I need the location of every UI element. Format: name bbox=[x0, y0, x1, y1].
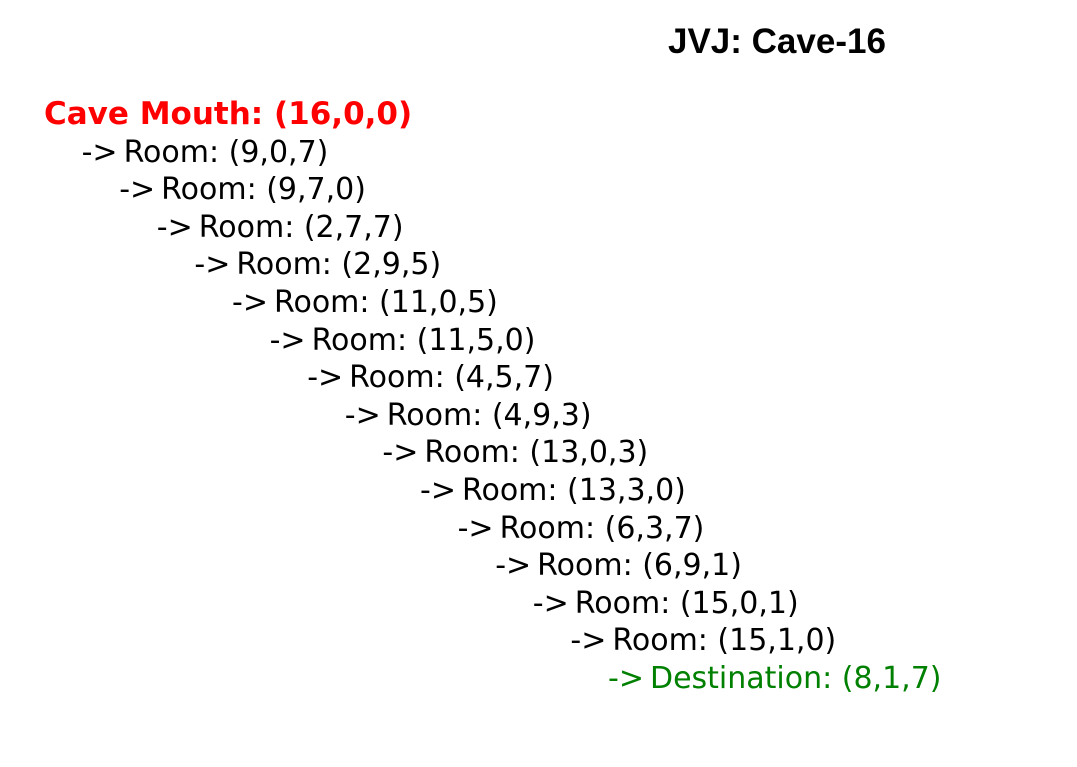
arrow-icon: -> bbox=[457, 510, 494, 546]
step-label: Room: (6,9,1) bbox=[537, 548, 742, 584]
room-step: -> Room: (11,5,0) bbox=[44, 322, 942, 360]
arrow-icon: -> bbox=[344, 397, 381, 433]
destination-step: -> Destination: (8,1,7) bbox=[44, 660, 942, 698]
step-label: Room: (15,1,0) bbox=[612, 623, 837, 659]
step-label: Room: (15,0,1) bbox=[574, 585, 799, 621]
step-label: Room: (2,9,5) bbox=[236, 247, 442, 283]
arrow-icon: -> bbox=[194, 247, 231, 283]
room-step: -> Room: (11,0,5) bbox=[44, 284, 942, 322]
room-step: -> Room: (9,0,7) bbox=[44, 134, 942, 172]
arrow-icon: -> bbox=[119, 172, 156, 208]
room-step: -> Room: (15,1,0) bbox=[44, 622, 942, 660]
arrow-icon: -> bbox=[156, 209, 193, 245]
room-step: -> Room: (13,0,3) bbox=[44, 434, 942, 472]
room-step: -> Room: (13,3,0) bbox=[44, 472, 942, 510]
room-step: -> Room: (2,7,7) bbox=[44, 209, 942, 247]
step-label: Destination: (8,1,7) bbox=[649, 660, 942, 696]
cave-path-list: Cave Mouth: (16,0,0) -> Room: (9,0,7) -> Roo… bbox=[44, 96, 942, 698]
step-label: Room: (2,7,7) bbox=[198, 209, 404, 245]
arrow-icon: -> bbox=[495, 548, 532, 584]
room-step: -> Room: (4,9,3) bbox=[44, 397, 942, 435]
step-label: Room: (11,0,5) bbox=[273, 284, 498, 320]
cave-mouth-step: Cave Mouth: (16,0,0) bbox=[44, 96, 942, 134]
step-label: Room: (4,5,7) bbox=[349, 360, 554, 396]
room-step: -> Room: (6,3,7) bbox=[44, 510, 942, 548]
room-step: -> Room: (6,9,1) bbox=[44, 547, 942, 585]
step-label: Cave Mouth: (16,0,0) bbox=[44, 96, 413, 132]
page-title: JVJ: Cave-16 bbox=[668, 22, 886, 61]
step-label: Room: (13,3,0) bbox=[461, 472, 686, 508]
arrow-icon: -> bbox=[570, 623, 607, 659]
arrow-icon: -> bbox=[269, 322, 306, 358]
arrow-icon: -> bbox=[532, 585, 569, 621]
step-label: Room: (9,7,0) bbox=[161, 172, 366, 208]
arrow-icon: -> bbox=[608, 660, 644, 696]
step-label: Room: (11,5,0) bbox=[311, 322, 536, 358]
room-step: -> Room: (4,5,7) bbox=[44, 359, 942, 397]
room-step: -> Room: (9,7,0) bbox=[44, 171, 942, 209]
step-label: Room: (13,0,3) bbox=[424, 435, 649, 471]
arrow-icon: -> bbox=[232, 284, 268, 320]
arrow-icon: -> bbox=[307, 360, 344, 396]
step-label: Room: (9,0,7) bbox=[123, 134, 329, 170]
arrow-icon: -> bbox=[420, 472, 456, 508]
step-label: Room: (4,9,3) bbox=[386, 397, 592, 433]
arrow-icon: -> bbox=[81, 134, 118, 170]
room-step: -> Room: (2,9,5) bbox=[44, 246, 942, 284]
step-label: Room: (6,3,7) bbox=[499, 510, 705, 546]
room-step: -> Room: (15,0,1) bbox=[44, 585, 942, 623]
arrow-icon: -> bbox=[382, 435, 419, 471]
